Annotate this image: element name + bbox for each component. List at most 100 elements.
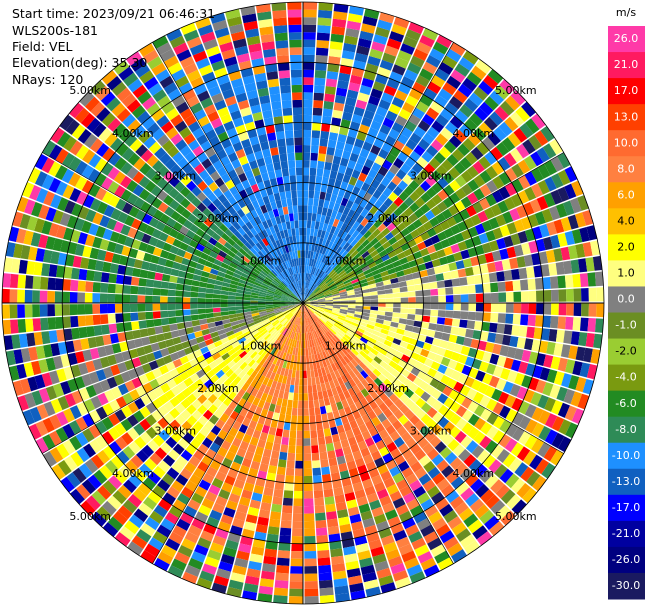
range-gate-cell	[178, 82, 193, 95]
range-gate-cell	[175, 139, 188, 151]
range-gate-cell	[409, 132, 422, 145]
range-gate-cell	[294, 483, 303, 492]
range-gate-cell	[382, 52, 397, 64]
range-gate-cell	[409, 150, 421, 163]
range-gate-cell	[345, 199, 354, 209]
range-gate-cell	[293, 243, 298, 251]
range-gate-cell	[521, 349, 532, 363]
range-gate-cell	[303, 295, 306, 303]
range-gate-cell	[284, 482, 294, 491]
range-gate-cell	[313, 369, 319, 378]
range-gate-cell	[304, 596, 319, 604]
range-gate-cell	[230, 363, 240, 373]
range-gate-cell	[276, 565, 290, 574]
range-gate-cell	[335, 333, 343, 341]
range-gate-cell	[344, 381, 352, 390]
range-gate-cell	[202, 207, 213, 218]
range-gate-cell	[274, 481, 285, 491]
range-gate-cell	[404, 388, 415, 399]
range-gate-cell	[442, 172, 455, 184]
range-gate-cell	[470, 256, 480, 267]
range-gate-cell	[77, 280, 86, 292]
range-gate-cell	[310, 298, 318, 301]
range-gate-cell	[327, 232, 334, 241]
range-gate-cell	[50, 343, 61, 357]
range-gate-cell	[308, 197, 314, 206]
range-gate-cell	[402, 378, 413, 388]
range-gate-cell	[229, 317, 238, 323]
range-gate-cell	[465, 151, 478, 165]
range-gate-cell	[257, 300, 266, 303]
range-gate-cell	[5, 242, 16, 258]
range-gate-cell	[414, 361, 424, 371]
range-gate-cell	[392, 497, 406, 509]
range-gate-cell	[114, 243, 124, 255]
range-gate-cell	[239, 275, 248, 282]
range-gate-cell	[117, 505, 133, 520]
range-gate-cell	[305, 242, 309, 251]
range-gate-cell	[500, 510, 516, 526]
range-gate-cell	[376, 314, 385, 320]
range-gate-cell	[483, 293, 492, 303]
range-gate-cell	[321, 207, 328, 216]
range-gate-cell	[288, 32, 302, 40]
range-gate-cell	[126, 180, 138, 193]
range-gate-cell	[149, 510, 164, 524]
range-gate-cell	[490, 203, 502, 217]
range-gate-cell	[410, 367, 421, 377]
range-gate-cell	[132, 184, 145, 197]
range-gate-cell	[327, 258, 334, 267]
range-gate-cell	[391, 369, 401, 379]
range-gate-cell	[180, 398, 192, 409]
range-gate-cell	[47, 290, 55, 303]
range-gate-cell	[370, 299, 379, 303]
range-gate-cell	[160, 382, 171, 394]
range-gate-cell	[420, 348, 430, 358]
range-gate-cell	[409, 202, 420, 213]
range-gate-cell	[454, 129, 468, 143]
range-gate-cell	[233, 344, 243, 352]
range-gate-cell	[108, 426, 121, 441]
range-gate-cell	[492, 175, 505, 190]
range-gate-cell	[328, 457, 338, 467]
range-gate-cell	[288, 297, 296, 301]
range-gate-cell	[450, 370, 462, 381]
range-gate-cell	[544, 160, 558, 176]
range-gate-cell	[282, 270, 288, 278]
range-gate-cell	[408, 303, 416, 309]
range-gate-cell	[252, 244, 261, 253]
range-gate-cell	[207, 404, 218, 415]
range-gate-cell	[273, 293, 282, 298]
range-gate-cell	[325, 305, 333, 308]
range-gate-cell	[380, 270, 389, 277]
range-gate-cell	[197, 24, 214, 36]
range-gate-cell	[222, 282, 231, 288]
range-gate-cell	[361, 265, 370, 272]
range-gate-cell	[255, 390, 264, 400]
ring-label: 4.00km	[452, 127, 494, 140]
range-gate-cell	[325, 304, 334, 306]
range-gate-cell	[310, 347, 314, 355]
range-gate-cell	[445, 287, 454, 295]
range-gate-cell	[453, 251, 463, 262]
range-gate-cell	[293, 392, 299, 401]
range-gate-cell	[277, 138, 286, 147]
range-gate-cell	[492, 250, 502, 262]
range-gate-cell	[197, 341, 207, 349]
range-gate-cell	[281, 199, 288, 208]
range-gate-cell	[294, 309, 299, 316]
range-gate-cell	[158, 498, 172, 512]
range-gate-cell	[280, 85, 291, 94]
range-gate-cell	[81, 180, 94, 194]
range-gate-cell	[535, 315, 544, 327]
range-gate-cell	[257, 181, 266, 191]
range-gate-cell	[366, 340, 375, 348]
range-gate-cell	[362, 517, 376, 528]
range-gate-cell	[396, 251, 406, 260]
range-gate-cell	[348, 272, 357, 279]
range-gate-cell	[131, 239, 142, 250]
range-gate-cell	[264, 479, 275, 489]
range-gate-cell	[277, 314, 285, 320]
range-gate-cell	[12, 380, 24, 396]
range-gate-cell	[310, 304, 318, 307]
